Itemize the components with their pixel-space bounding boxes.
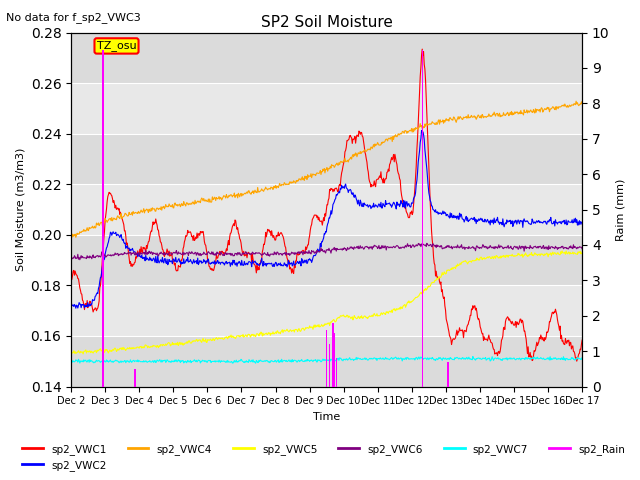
- sp2_VWC2: [408, 200, 416, 206]
- sp2_VWC5: [266, 333, 274, 338]
- sp2_VWC1: [127, 264, 135, 269]
- Legend: sp2_VWC1, sp2_VWC2, sp2_VWC4, sp2_VWC5, sp2_VWC6, sp2_VWC7, sp2_Rain: sp2_VWC1, sp2_VWC2, sp2_VWC4, sp2_VWC5, …: [18, 439, 629, 475]
- sp2_VWC2: [128, 247, 136, 252]
- sp2_VWC1: [419, 46, 426, 52]
- sp2_VWC7: [127, 359, 135, 365]
- sp2_VWC4: [572, 98, 580, 104]
- sp2_VWC6: [128, 250, 136, 256]
- sp2_VWC7: [469, 354, 477, 360]
- sp2_VWC5: [579, 250, 586, 255]
- Bar: [332, 323, 333, 386]
- sp2_VWC6: [266, 251, 274, 257]
- sp2_VWC4: [408, 126, 415, 132]
- Bar: [71, 134, 582, 184]
- Bar: [422, 50, 423, 386]
- sp2_VWC2: [72, 305, 79, 311]
- sp2_VWC1: [266, 229, 273, 235]
- sp2_VWC6: [76, 257, 84, 263]
- sp2_VWC5: [558, 248, 566, 254]
- sp2_VWC2: [418, 128, 426, 133]
- sp2_VWC6: [67, 257, 75, 263]
- Line: sp2_VWC6: sp2_VWC6: [71, 243, 582, 260]
- sp2_VWC6: [380, 245, 387, 251]
- sp2_VWC7: [266, 359, 274, 365]
- sp2_VWC6: [408, 243, 416, 249]
- sp2_VWC4: [266, 186, 273, 192]
- sp2_VWC7: [380, 356, 387, 362]
- Y-axis label: Raim (mm): Raim (mm): [615, 179, 625, 241]
- Line: sp2_VWC4: sp2_VWC4: [71, 101, 582, 239]
- sp2_VWC7: [221, 359, 229, 365]
- sp2_VWC7: [579, 355, 586, 360]
- sp2_VWC2: [266, 261, 274, 267]
- Line: sp2_VWC5: sp2_VWC5: [71, 251, 582, 354]
- sp2_VWC1: [221, 250, 229, 255]
- sp2_VWC4: [246, 190, 254, 196]
- sp2_VWC2: [222, 259, 230, 265]
- sp2_VWC7: [67, 357, 75, 363]
- Line: sp2_VWC7: sp2_VWC7: [71, 357, 582, 363]
- sp2_VWC1: [67, 277, 75, 283]
- sp2_VWC5: [67, 349, 75, 355]
- sp2_VWC2: [247, 260, 255, 266]
- sp2_VWC1: [246, 251, 254, 257]
- Bar: [71, 235, 582, 286]
- Bar: [134, 369, 136, 386]
- sp2_VWC5: [222, 335, 230, 340]
- Bar: [334, 334, 335, 386]
- sp2_VWC1: [579, 337, 586, 343]
- sp2_VWC2: [67, 299, 75, 304]
- sp2_VWC1: [379, 180, 387, 186]
- Bar: [102, 50, 104, 386]
- sp2_VWC5: [408, 299, 416, 304]
- sp2_VWC5: [380, 310, 387, 316]
- Bar: [335, 358, 337, 386]
- Text: No data for f_sp2_VWC3: No data for f_sp2_VWC3: [6, 12, 141, 23]
- sp2_VWC6: [579, 246, 586, 252]
- sp2_VWC5: [79, 351, 87, 357]
- sp2_VWC5: [247, 333, 255, 339]
- sp2_VWC7: [408, 356, 416, 362]
- Y-axis label: Soil Moisture (m3/m3): Soil Moisture (m3/m3): [15, 148, 25, 271]
- sp2_VWC4: [379, 139, 387, 145]
- sp2_VWC7: [252, 360, 259, 366]
- X-axis label: Time: Time: [313, 412, 340, 422]
- sp2_VWC2: [380, 202, 387, 207]
- sp2_VWC2: [579, 221, 586, 227]
- sp2_VWC4: [221, 193, 229, 199]
- sp2_VWC5: [128, 345, 136, 350]
- sp2_VWC1: [408, 208, 415, 214]
- Bar: [326, 330, 327, 386]
- Bar: [71, 33, 582, 83]
- sp2_VWC4: [579, 101, 586, 107]
- sp2_VWC6: [423, 240, 431, 246]
- Text: TZ_osu: TZ_osu: [97, 40, 136, 51]
- sp2_VWC4: [127, 211, 135, 217]
- sp2_VWC7: [246, 359, 254, 365]
- Line: sp2_VWC2: sp2_VWC2: [71, 131, 582, 308]
- Line: sp2_VWC1: sp2_VWC1: [71, 49, 582, 361]
- sp2_VWC6: [222, 250, 230, 256]
- sp2_VWC1: [573, 358, 580, 364]
- Bar: [329, 344, 330, 386]
- sp2_VWC6: [247, 251, 255, 257]
- Bar: [71, 336, 582, 386]
- Title: SP2 Soil Moisture: SP2 Soil Moisture: [260, 15, 392, 30]
- Bar: [447, 362, 449, 386]
- sp2_VWC4: [67, 236, 75, 242]
